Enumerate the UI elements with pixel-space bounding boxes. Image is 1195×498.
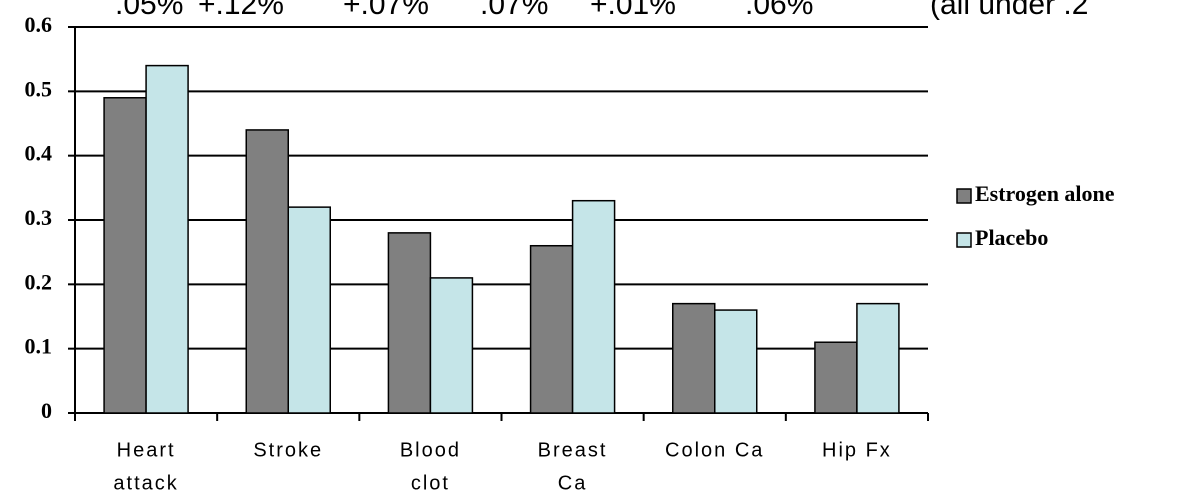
y-tick-label: 0.5: [25, 76, 53, 101]
annotation: .07%: [480, 0, 548, 21]
y-tick-label: 0.1: [25, 334, 53, 359]
annotation: +.01%: [590, 0, 676, 21]
x-tick-label: attack: [113, 472, 178, 494]
bar: [429, 277, 474, 414]
annotation: +.07%: [343, 0, 429, 21]
x-tick-label: clot: [411, 472, 450, 494]
y-tick-label: 0.2: [25, 269, 53, 294]
x-tick-label: Colon Ca: [665, 439, 764, 461]
x-tick-label: Stroke: [253, 439, 323, 461]
annotation: .05%: [115, 0, 183, 21]
bar: [856, 302, 900, 414]
x-tick-label: Hip Fx: [822, 439, 892, 461]
legend-label: Estrogen alone: [975, 181, 1115, 206]
y-tick-label: 0: [41, 398, 52, 423]
annotation: .06%: [745, 0, 813, 21]
bar: [287, 206, 331, 414]
bar: [571, 199, 616, 414]
x-tick-label: Breast: [538, 439, 608, 461]
bar: [387, 232, 432, 414]
legend-label: Placebo: [975, 225, 1048, 250]
bar: [672, 302, 716, 414]
annotation: (all under .2: [930, 0, 1088, 21]
x-tick-label: Ca: [558, 472, 588, 494]
annotation: +.12%: [198, 0, 284, 21]
legend-swatch: [956, 188, 972, 204]
y-tick-label: 0.6: [25, 12, 53, 37]
bar: [103, 97, 147, 414]
x-tick-label: Heart: [117, 439, 176, 461]
bar: [145, 64, 189, 414]
bar: [714, 309, 758, 414]
bar: [245, 129, 289, 414]
bar: [529, 244, 574, 414]
x-tick-label: Blood: [400, 439, 461, 461]
y-tick-label: 0.4: [25, 141, 53, 166]
bar: [814, 341, 858, 414]
legend-swatch: [956, 232, 972, 248]
y-tick-label: 0.3: [25, 205, 53, 230]
